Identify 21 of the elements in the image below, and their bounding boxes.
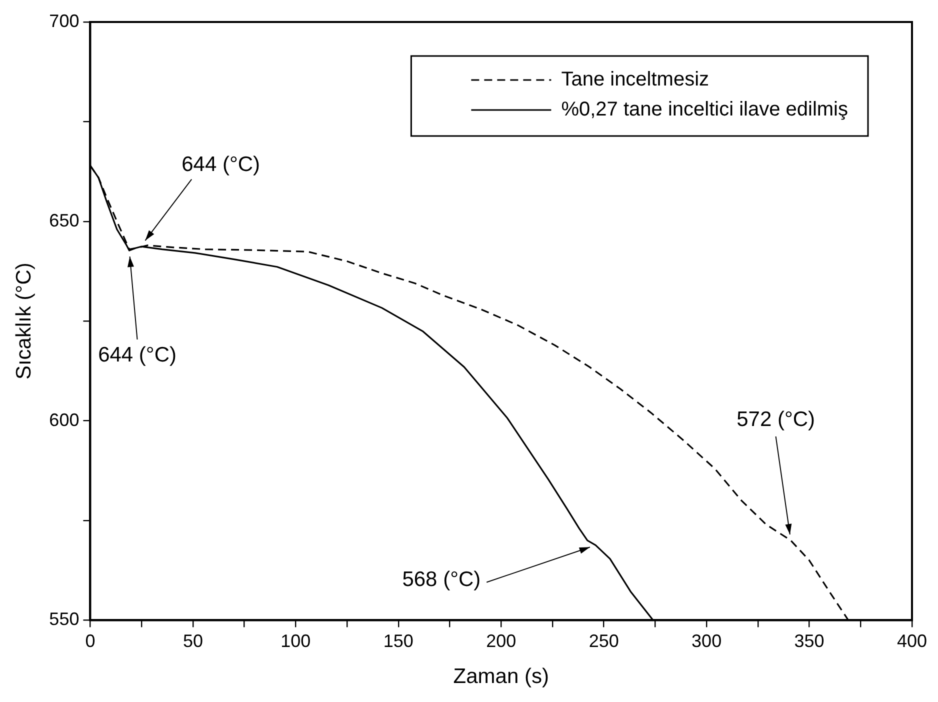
x-tick-label: 300 <box>692 630 722 651</box>
annotation: 644 (°C) <box>98 343 176 366</box>
y-tick-label: 700 <box>49 10 80 31</box>
x-axis-title: Zaman (s) <box>453 665 549 688</box>
y-tick-label: 550 <box>49 609 80 630</box>
x-tick-label: 350 <box>794 630 824 651</box>
annotation: 572 (°C) <box>736 408 815 432</box>
legend-label: %0,27 tane inceltici ilave edilmiş <box>561 98 848 121</box>
x-tick-label: 400 <box>896 630 928 651</box>
annotation: 568 (°C) <box>402 568 481 592</box>
y-tick-label: 600 <box>49 410 80 430</box>
x-tick-label: 250 <box>588 630 619 651</box>
y-axis-title: Sıcaklık (°C) <box>12 262 36 380</box>
x-tick-label: 100 <box>280 630 311 651</box>
x-tick-label: 0 <box>85 630 96 651</box>
x-tick-label: 150 <box>383 630 414 651</box>
x-tick-label: 200 <box>486 630 516 651</box>
legend-label: Tane inceltmesiz <box>561 68 710 91</box>
y-tick-label: 650 <box>49 210 80 230</box>
annotation: 644 (°C) <box>182 153 260 176</box>
x-tick-label: 50 <box>182 630 203 651</box>
